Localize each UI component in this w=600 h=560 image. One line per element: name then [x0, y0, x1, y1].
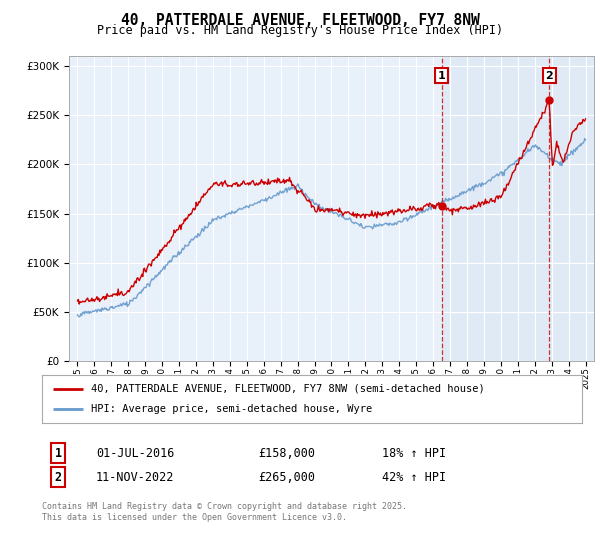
Text: 2: 2: [545, 71, 553, 81]
Text: 40, PATTERDALE AVENUE, FLEETWOOD, FY7 8NW: 40, PATTERDALE AVENUE, FLEETWOOD, FY7 8N…: [121, 13, 479, 28]
Text: 42% ↑ HPI: 42% ↑ HPI: [382, 471, 446, 484]
Text: Contains HM Land Registry data © Crown copyright and database right 2025.
This d: Contains HM Land Registry data © Crown c…: [42, 502, 407, 522]
Text: Price paid vs. HM Land Registry's House Price Index (HPI): Price paid vs. HM Land Registry's House …: [97, 24, 503, 38]
Bar: [442, 56, 594, 361]
Text: 2: 2: [55, 471, 62, 484]
Text: 1: 1: [55, 446, 62, 460]
Text: 01-JUL-2016: 01-JUL-2016: [96, 446, 175, 460]
Text: 40, PATTERDALE AVENUE, FLEETWOOD, FY7 8NW (semi-detached house): 40, PATTERDALE AVENUE, FLEETWOOD, FY7 8N…: [91, 384, 484, 394]
Text: £265,000: £265,000: [258, 471, 315, 484]
Text: £158,000: £158,000: [258, 446, 315, 460]
Text: 18% ↑ HPI: 18% ↑ HPI: [382, 446, 446, 460]
Text: HPI: Average price, semi-detached house, Wyre: HPI: Average price, semi-detached house,…: [91, 404, 372, 414]
Text: 11-NOV-2022: 11-NOV-2022: [96, 471, 175, 484]
Text: 1: 1: [438, 71, 445, 81]
